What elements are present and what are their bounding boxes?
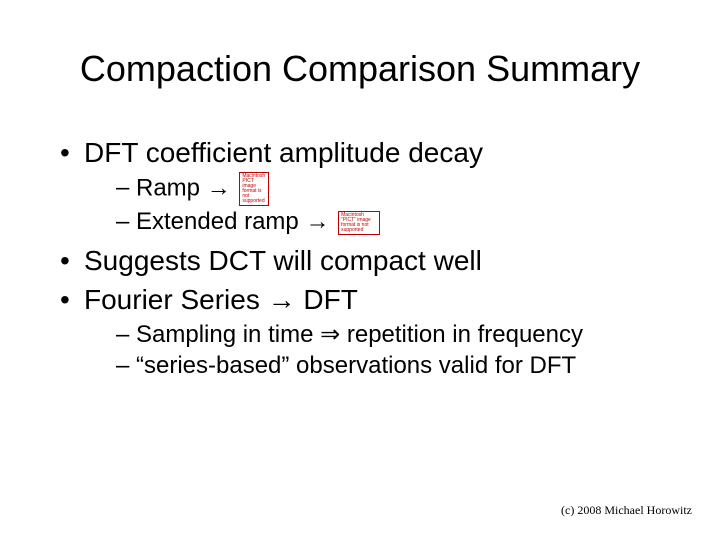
subbullet-text: Ramp — [136, 174, 207, 201]
bullet-text: Suggests DCT will compact well — [84, 245, 482, 276]
bullet-text-b: DFT — [296, 284, 358, 315]
bullet-text-a: Fourier Series — [84, 284, 268, 315]
subbullet-series-based: “series-based” observations valid for DF… — [116, 350, 670, 381]
bullet-fourier-dft: Fourier Series → DFT Sampling in time ⇒ … — [60, 282, 670, 381]
arrow-icon: → — [207, 174, 231, 201]
subbullet-extended-ramp: Extended ramp → Macintosh “PICT” image f… — [116, 206, 670, 237]
arrow-icon: → — [305, 208, 329, 235]
missing-image-icon: Macintosh PICT image format is not suppo… — [239, 172, 269, 206]
subbullet-ramp: Ramp → Macintosh PICT image format is no… — [116, 172, 670, 206]
slide: Compaction Comparison Summary DFT coeffi… — [0, 0, 720, 540]
bullet-dft-decay: DFT coefficient amplitude decay Ramp → M… — [60, 135, 670, 237]
subbullet-sampling: Sampling in time ⇒ repetition in frequen… — [116, 319, 670, 350]
slide-body: DFT coefficient amplitude decay Ramp → M… — [60, 135, 670, 388]
implies-icon: ⇒ — [320, 321, 340, 348]
bullet-text: DFT coefficient amplitude decay — [84, 137, 483, 168]
subbullet-text: “series-based” observations valid for DF… — [136, 352, 576, 379]
subbullet-text-b: repetition in frequency — [340, 321, 583, 348]
bullet-dct-compact: Suggests DCT will compact well — [60, 243, 670, 278]
subbullet-text: Extended ramp — [136, 208, 305, 235]
slide-title: Compaction Comparison Summary — [0, 48, 720, 90]
bullet-list-level1: DFT coefficient amplitude decay Ramp → M… — [60, 135, 670, 382]
missing-image-icon: Macintosh “PICT” image format is not sup… — [338, 211, 380, 235]
copyright-footer: (c) 2008 Michael Horowitz — [561, 503, 692, 518]
bullet-list-level2: Sampling in time ⇒ repetition in frequen… — [84, 319, 670, 381]
arrow-icon: → — [268, 284, 296, 315]
bullet-list-level2: Ramp → Macintosh PICT image format is no… — [84, 172, 670, 237]
subbullet-text-a: Sampling in time — [136, 321, 320, 348]
